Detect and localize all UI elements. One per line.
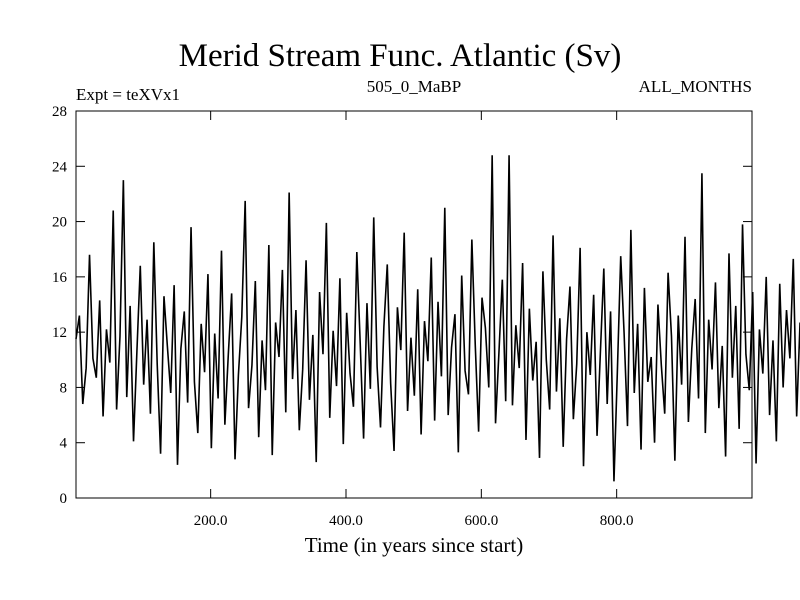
y-tick-label: 12: [52, 325, 67, 341]
y-tick-label: 8: [60, 380, 68, 396]
x-tick-label: 400.0: [329, 513, 363, 529]
y-tick-label: 0: [60, 491, 68, 507]
period-label: 505_0_MaBP: [367, 77, 461, 96]
chart-title: Merid Stream Func. Atlantic (Sv): [179, 38, 622, 74]
plot-area: 0 4 8 12 16 20 24 28 200.0 400.0 600.0 800.0: [52, 104, 800, 529]
series-line: [75, 155, 800, 482]
months-label: ALL_MONTHS: [639, 77, 752, 96]
x-tick-label: 800.0: [600, 513, 634, 529]
x-axis-label: Time (in years since start): [305, 533, 524, 557]
y-tick-label: 28: [52, 104, 67, 120]
x-tick-label: 200.0: [194, 513, 228, 529]
y-tick-label: 24: [52, 159, 68, 175]
experiment-label: Expt = teXVx1: [76, 85, 180, 104]
y-tick-label: 20: [52, 215, 67, 231]
plot-frame: [75, 110, 753, 499]
y-tick-label: 16: [52, 270, 68, 286]
x-tick-label: 600.0: [464, 513, 498, 529]
y-tick-label: 4: [60, 436, 68, 452]
x-axis: 200.0 400.0 600.0 800.0: [194, 111, 634, 529]
